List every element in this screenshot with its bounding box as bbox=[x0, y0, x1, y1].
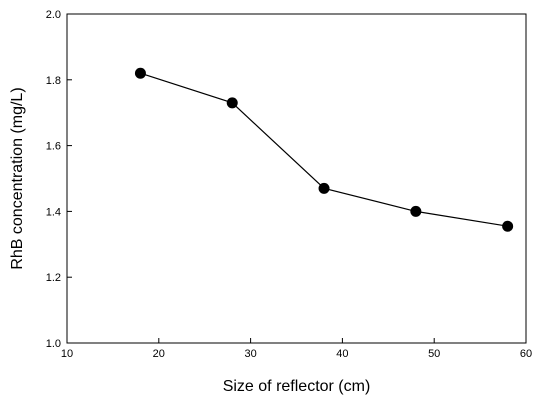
x-axis-ticks: 10 20 30 40 50 60 bbox=[61, 338, 532, 360]
data-point bbox=[226, 97, 238, 109]
x-tick-label: 50 bbox=[428, 348, 440, 360]
data-point bbox=[134, 67, 146, 79]
x-tick-label: 20 bbox=[153, 348, 165, 360]
data-point bbox=[410, 205, 422, 217]
y-tick-label: 1.4 bbox=[46, 206, 61, 218]
y-tick-label: 2.0 bbox=[46, 9, 61, 21]
y-tick-label: 1.8 bbox=[46, 75, 61, 87]
plot-frame bbox=[66, 13, 527, 344]
data-point bbox=[318, 182, 330, 194]
x-tick-label: 30 bbox=[244, 348, 256, 360]
y-axis-ticks: 1.0 1.2 1.4 1.6 1.8 2.0 bbox=[46, 9, 72, 350]
x-tick-label: 10 bbox=[61, 348, 73, 360]
y-axis-label: RhB concentration (mg/L) bbox=[9, 87, 26, 269]
y-tick-label: 1.0 bbox=[46, 338, 61, 350]
series-line bbox=[140, 72, 508, 227]
x-tick-label: 60 bbox=[520, 348, 532, 360]
x-tick-label: 40 bbox=[336, 348, 348, 360]
y-tick-label: 1.2 bbox=[46, 272, 61, 284]
data-point bbox=[502, 220, 514, 232]
x-axis-label: Size of reflector (cm) bbox=[223, 378, 371, 395]
y-tick-label: 1.6 bbox=[46, 141, 61, 153]
series-group bbox=[134, 67, 514, 232]
